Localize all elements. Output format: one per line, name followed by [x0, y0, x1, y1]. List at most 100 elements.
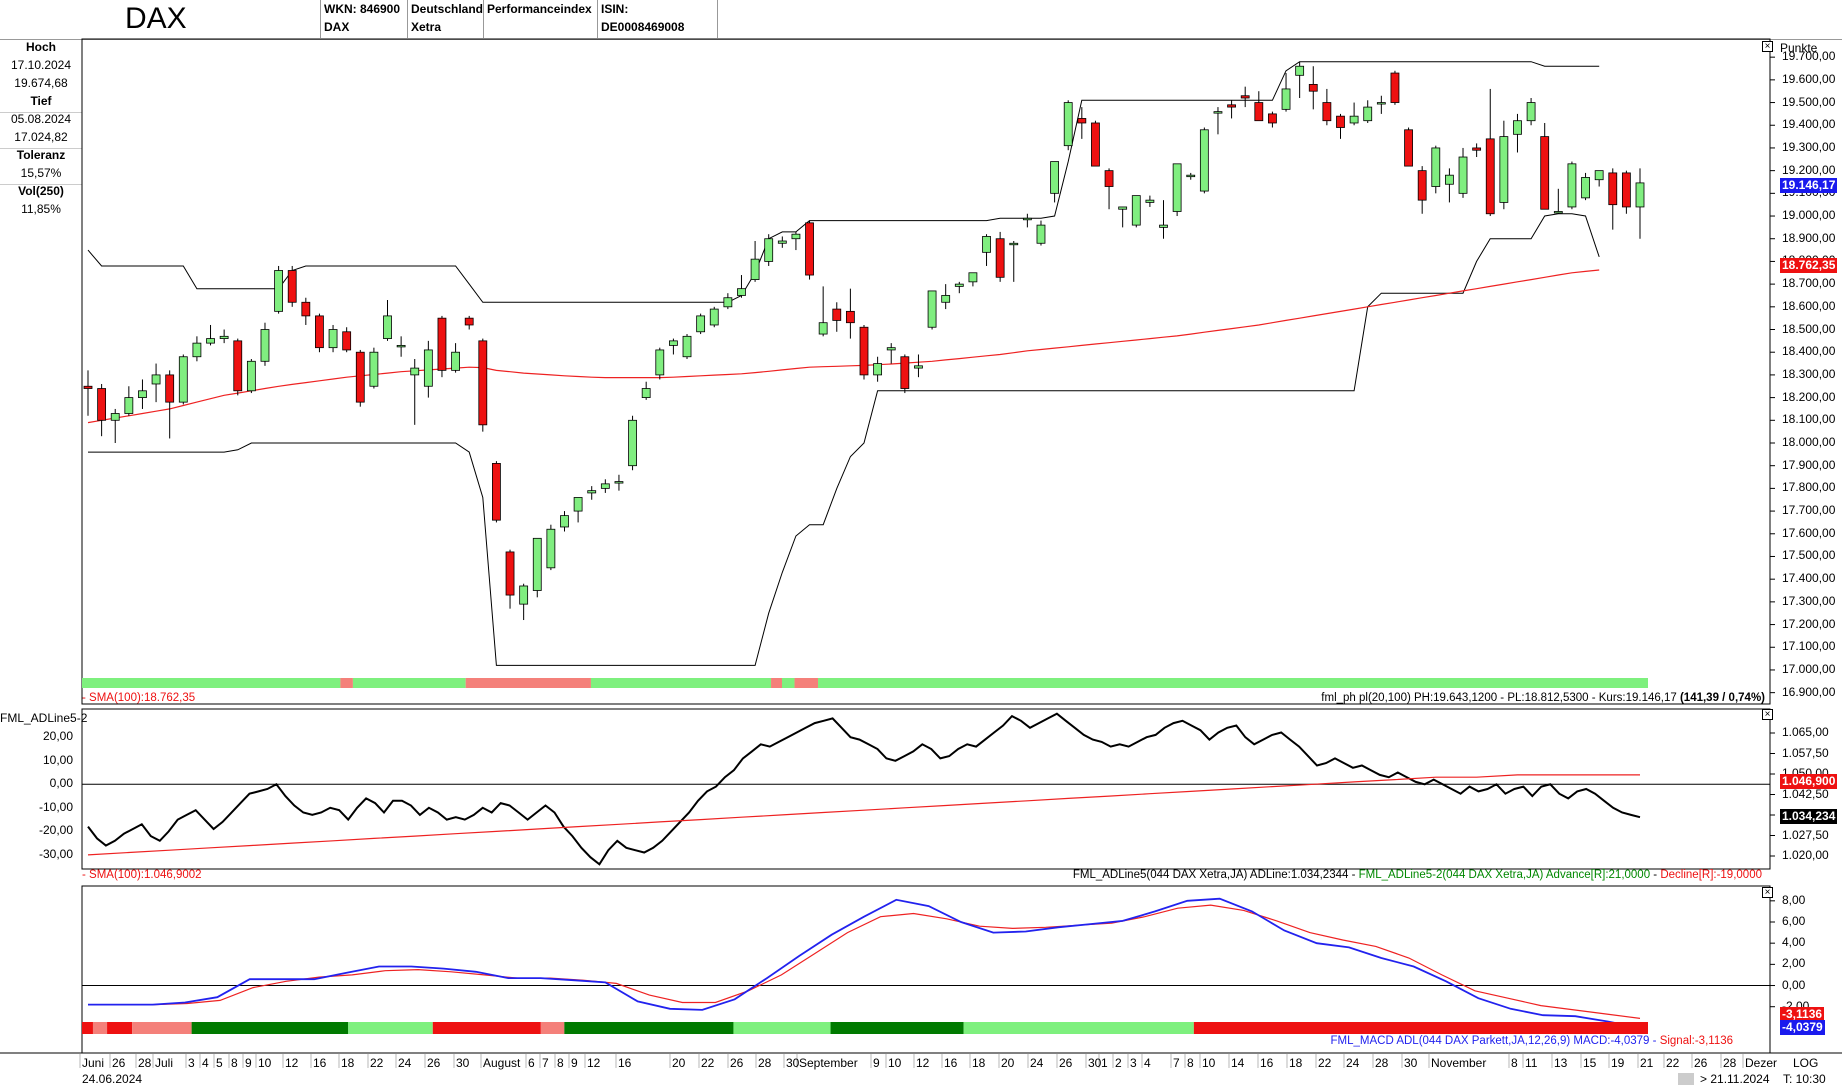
macd-separator: -: [1649, 1035, 1660, 1047]
candle: [791, 233, 801, 240]
price-ytick-label: 18.400,00: [1782, 344, 1836, 359]
xaxis-label: 9: [873, 1056, 880, 1070]
trend-bar-segment: [771, 678, 783, 688]
channel-high-line: [87, 61, 1600, 303]
candle: [165, 374, 175, 403]
candle: [1186, 174, 1196, 178]
adline-ytick-left: -30,00: [38, 846, 73, 861]
candle: [886, 347, 896, 351]
scroll-track[interactable]: [1678, 1073, 1694, 1085]
price-ytick-label: 17.600,00: [1782, 525, 1836, 540]
candle: [383, 315, 392, 339]
candle: [1050, 161, 1059, 194]
candle: [927, 290, 937, 328]
xaxis-label: 16: [944, 1056, 958, 1070]
candle: [818, 322, 828, 335]
xaxis-label: 4: [1144, 1056, 1151, 1070]
candle: [628, 419, 637, 467]
xaxis-label: Juli: [155, 1056, 174, 1070]
xaxis-label: 12: [916, 1056, 930, 1070]
price-ytick-label: 18.200,00: [1782, 389, 1836, 404]
xaxis-label: 18: [1289, 1056, 1303, 1070]
price-ytick-label: 19.300,00: [1782, 139, 1836, 154]
xaxis-label: 20: [672, 1056, 686, 1070]
stat-toleranz-label: Toleranz: [16, 148, 66, 162]
candle: [315, 315, 324, 349]
macd-signal-line: [88, 904, 1641, 1019]
stats-divider: [0, 112, 82, 113]
candle: [110, 413, 120, 421]
candle: [1063, 102, 1073, 147]
price-ytick-label: 19.000,00: [1782, 208, 1836, 223]
candle: [532, 537, 542, 591]
candle: [1390, 72, 1400, 103]
trend-bar-segment: [590, 678, 772, 688]
candle: [560, 515, 569, 528]
candle: [260, 329, 270, 362]
xaxis-label: 30: [786, 1056, 800, 1070]
adline-panel-name: FML_ADLine5-2: [0, 711, 88, 725]
macd-ytick-label: 8,00: [1782, 892, 1806, 907]
stat-tief-label: Tief: [30, 94, 52, 108]
xaxis-label: 30: [456, 1056, 470, 1070]
xaxis-label: 26: [427, 1056, 441, 1070]
xaxis-label: 22: [1318, 1056, 1332, 1070]
macd-bar-segment: [1193, 1022, 1648, 1034]
xaxis-label: 16: [1260, 1056, 1274, 1070]
time-label: T: 10:30: [1783, 1072, 1826, 1086]
candle: [492, 463, 501, 521]
macd-bar-segment: [82, 1022, 93, 1034]
candle: [1077, 118, 1087, 124]
candle: [832, 308, 842, 321]
candle: [206, 338, 215, 344]
price-panel-close-icon[interactable]: ×: [1762, 41, 1773, 52]
candle: [1308, 83, 1318, 92]
price-info-text: fml_ph pl(20,100) PH:19.643,1200 - PL:18…: [1321, 692, 1680, 704]
candle: [900, 356, 910, 389]
candle: [1540, 136, 1550, 210]
xaxis-label: 26: [1694, 1056, 1708, 1070]
xaxis-label: 9: [245, 1056, 252, 1070]
stat-vol-label: Vol(250): [18, 184, 64, 198]
macd-bar-segment: [540, 1022, 565, 1034]
candle: [641, 388, 651, 399]
candle: [464, 317, 474, 326]
candle: [941, 295, 951, 303]
adline-ytick-right: 1.027,50: [1782, 827, 1829, 842]
xaxis-label: 5: [216, 1056, 223, 1070]
macd-bar-segment: [432, 1022, 541, 1034]
xaxis-label: 7: [542, 1056, 549, 1070]
adline-panel-close-icon[interactable]: ×: [1762, 709, 1773, 720]
xaxis-label: 15: [1583, 1056, 1597, 1070]
candle: [97, 388, 107, 421]
candle: [219, 335, 229, 339]
adline-ytick-left: -10,00: [38, 799, 73, 814]
header-text: ISIN: DE0008469008: [601, 2, 685, 34]
candle: [968, 272, 978, 283]
macd-bar-segment: [963, 1022, 1194, 1034]
candle: [1594, 170, 1604, 181]
macd-panel-close-icon[interactable]: ×: [1762, 887, 1773, 898]
log-toggle[interactable]: LOG: [1793, 1056, 1819, 1070]
candle: [1240, 95, 1250, 99]
xaxis-label: 16: [618, 1056, 632, 1070]
candle: [505, 551, 515, 596]
price-panel-frame: [81, 38, 1771, 705]
macd-signal-tag: -3,1136: [1780, 1007, 1825, 1022]
stat-toleranz-value: 15,57%: [20, 166, 62, 180]
macd-value-tag: -4,0379: [1780, 1020, 1825, 1035]
last-price-tag: 19.146,17: [1780, 178, 1838, 193]
xaxis-label: 6: [528, 1056, 535, 1070]
price-ytick-label: 18.500,00: [1782, 321, 1836, 336]
candle: [1295, 65, 1305, 76]
candle: [410, 367, 420, 376]
xaxis-label: 11: [1525, 1056, 1538, 1070]
xaxis-label: 26: [112, 1056, 126, 1070]
price-info-change: (141,39 / 0,74%): [1679, 692, 1765, 704]
candle: [954, 283, 964, 287]
xaxis-label: November: [1431, 1056, 1487, 1070]
price-ytick-label: 19.400,00: [1782, 117, 1836, 132]
candle: [287, 270, 297, 303]
adline-ytick-right: 1.042,50: [1782, 786, 1829, 801]
